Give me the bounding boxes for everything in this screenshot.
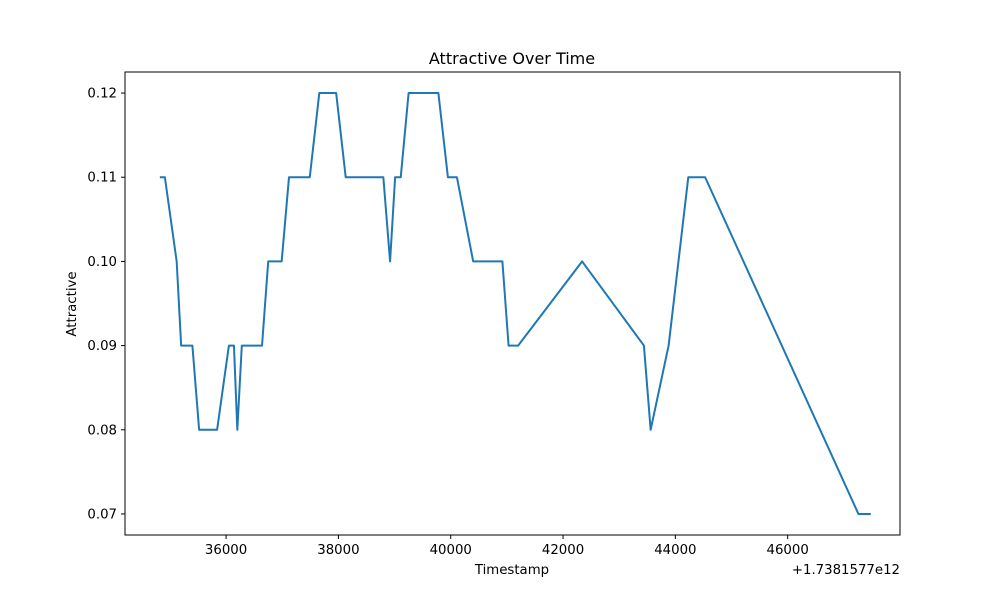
y-tick-label: 0.09 <box>87 339 117 354</box>
y-tick-label: 0.12 <box>87 87 117 102</box>
x-axis-offset-label: +1.7381577e12 <box>792 563 900 578</box>
x-axis-label: Timestamp <box>474 563 549 578</box>
plot-frame <box>124 71 901 536</box>
series-line-0 <box>159 92 871 515</box>
y-axis-label: Attractive <box>65 271 80 336</box>
x-tick-label: 40000 <box>430 543 472 558</box>
x-tick-label: 36000 <box>205 543 247 558</box>
y-axis-ticks: 0.07 0.08 0.09 0.10 0.11 0.12 <box>87 87 125 522</box>
x-tick-label: 44000 <box>654 543 696 558</box>
x-tick-label: 42000 <box>542 543 584 558</box>
x-tick-label: 46000 <box>767 543 809 558</box>
chart-title: Attractive Over Time <box>429 49 595 68</box>
y-tick-label: 0.07 <box>87 507 117 522</box>
y-tick-label: 0.08 <box>87 423 117 438</box>
y-tick-label: 0.10 <box>87 255 117 270</box>
x-axis-ticks: 36000 38000 40000 42000 44000 46000 <box>205 535 809 558</box>
series-layer <box>159 92 871 515</box>
x-tick-label: 38000 <box>317 543 359 558</box>
y-tick-label: 0.11 <box>87 171 117 186</box>
